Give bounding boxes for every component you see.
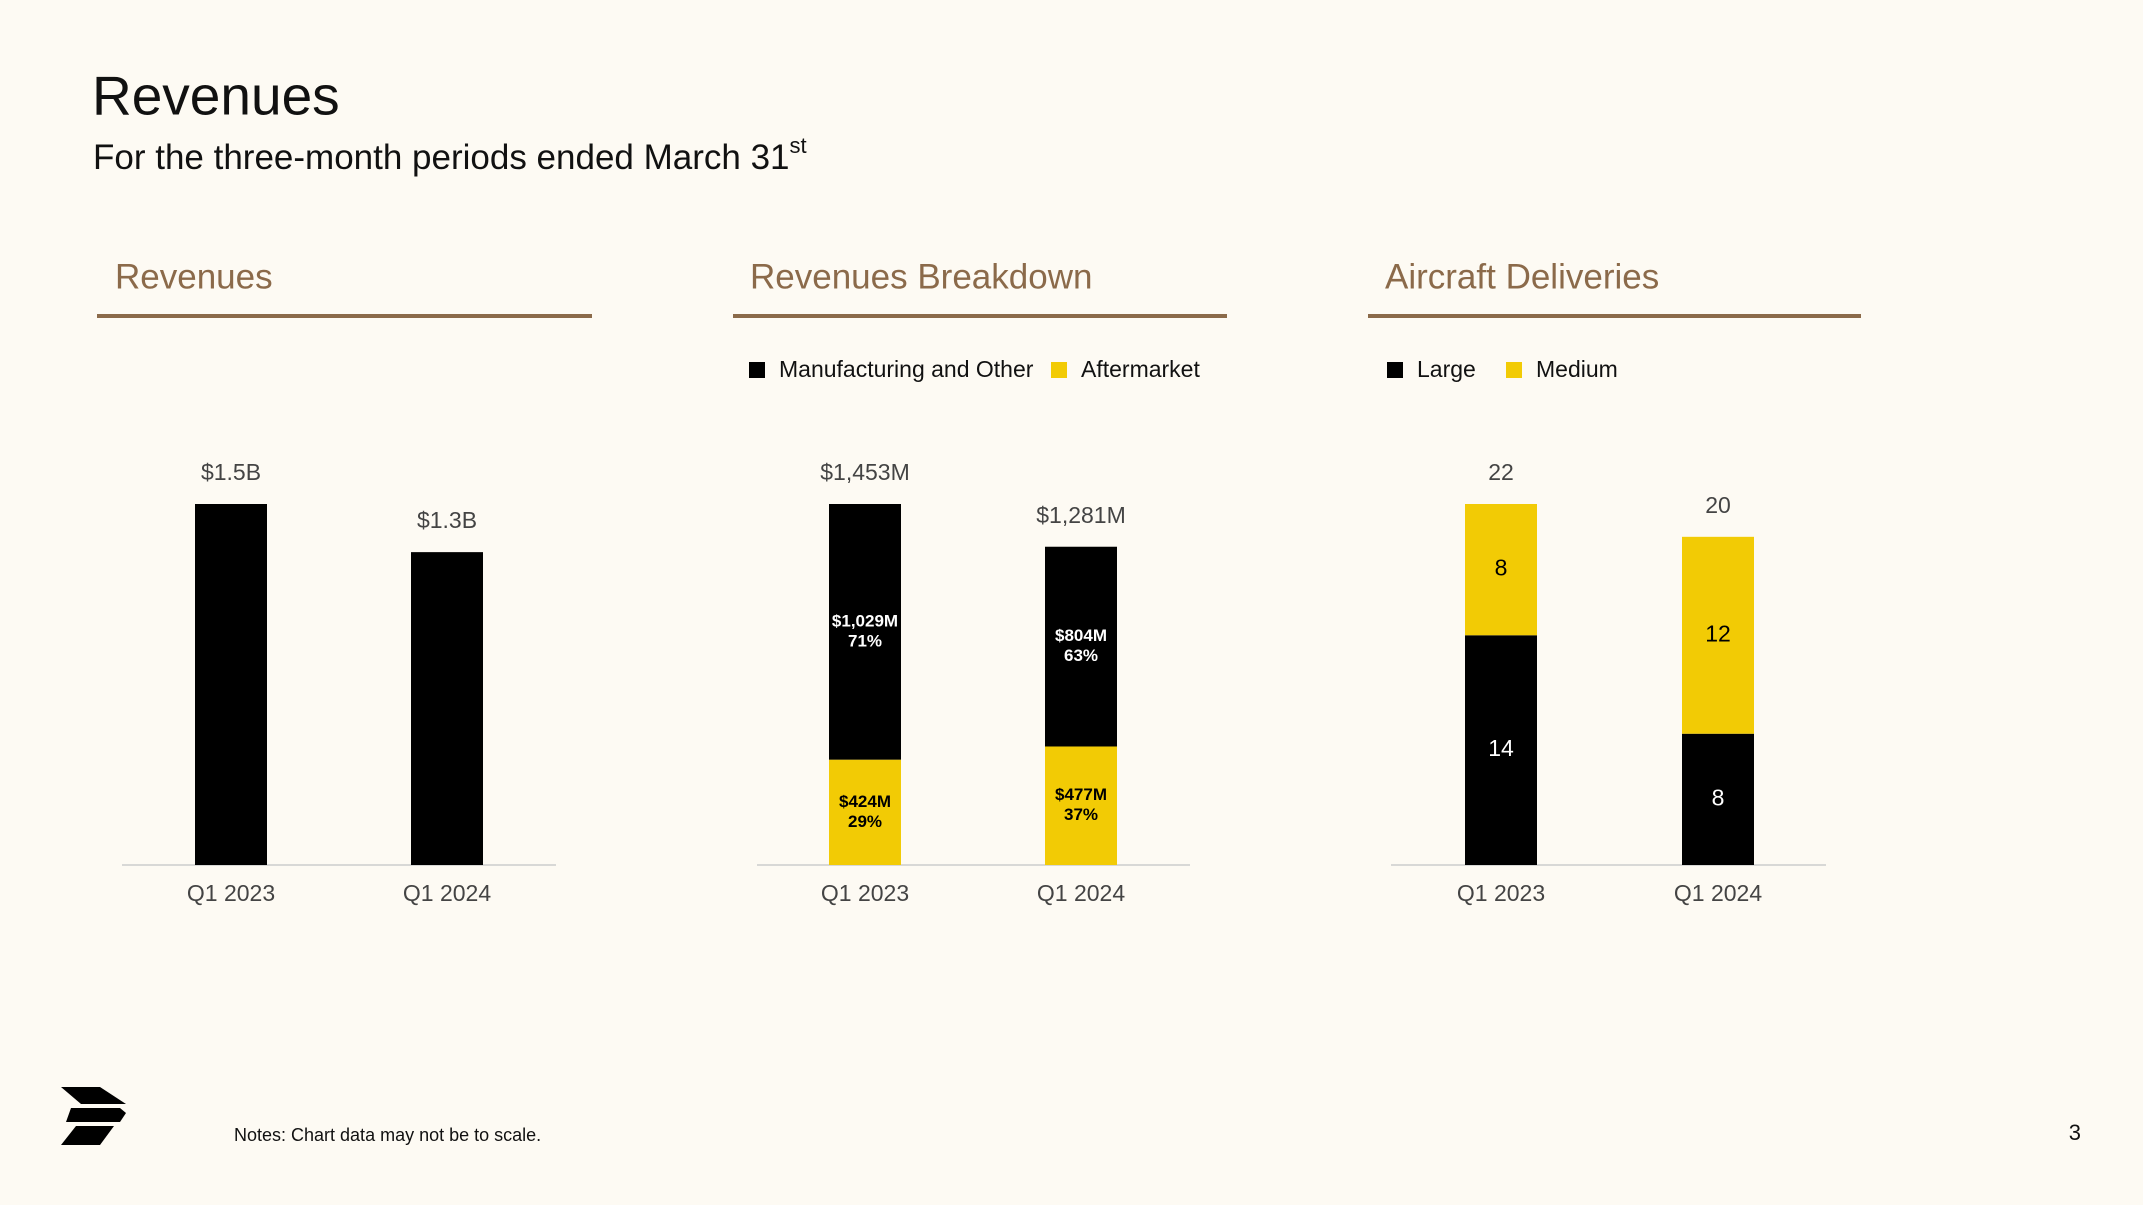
bar: [195, 504, 267, 865]
x-tick-label: Q1 2023: [187, 880, 275, 906]
total-label: $1,281M: [1036, 502, 1126, 528]
total-label: $1,453M: [820, 459, 910, 485]
chart-title: Revenues: [115, 257, 273, 296]
segment-percent: 29%: [848, 812, 882, 831]
legend-label: Medium: [1536, 356, 1618, 382]
bar-segment: [1045, 746, 1117, 865]
page-number: 3: [2069, 1120, 2081, 1145]
subtitle: For the three-month periods ended March …: [93, 133, 807, 177]
bar: [411, 552, 483, 865]
segment-label: $477M: [1055, 785, 1107, 804]
legend-swatch: [749, 362, 765, 378]
x-tick-label: Q1 2023: [1457, 880, 1545, 906]
total-label: 22: [1488, 459, 1514, 485]
segment-label: 8: [1495, 555, 1508, 581]
bar-segment: [1682, 536, 1754, 734]
segment-label: 12: [1705, 620, 1731, 646]
segment-percent: 37%: [1064, 805, 1098, 824]
subtitle-text: For the three-month periods ended March …: [93, 138, 790, 177]
logo-stripe: [61, 1126, 114, 1145]
bar-segment: [1045, 546, 1117, 747]
legend-swatch: [1506, 362, 1522, 378]
bar-segment: [1682, 733, 1754, 865]
segment-label: $424M: [839, 792, 891, 811]
total-label: 20: [1705, 492, 1731, 518]
value-label: $1.3B: [417, 507, 477, 533]
page-title: Revenues: [92, 65, 340, 127]
x-tick-label: Q1 2023: [821, 880, 909, 906]
segment-label: $1,029M: [832, 611, 898, 630]
segment-label: 14: [1488, 735, 1514, 761]
legend-swatch: [1387, 362, 1403, 378]
notes: Notes: Chart data may not be to scale.: [234, 1125, 541, 1145]
chart-title: Aircraft Deliveries: [1385, 257, 1659, 296]
subtitle-sup: st: [790, 133, 807, 158]
bar-segment: [829, 504, 901, 760]
x-tick-label: Q1 2024: [1037, 880, 1125, 906]
legend-label: Large: [1417, 356, 1476, 382]
segment-percent: 71%: [848, 631, 882, 650]
x-tick-label: Q1 2024: [403, 880, 491, 906]
segment-label: 8: [1712, 784, 1725, 810]
bar-segment: [1465, 504, 1537, 636]
x-tick-label: Q1 2024: [1674, 880, 1762, 906]
bar-segment: [1465, 635, 1537, 865]
legend-label: Aftermarket: [1081, 356, 1200, 382]
legend-label: Manufacturing and Other: [779, 356, 1034, 382]
legend-swatch: [1051, 362, 1067, 378]
logo-stripe: [61, 1087, 126, 1104]
segment-percent: 63%: [1064, 646, 1098, 665]
segment-label: $804M: [1055, 626, 1107, 645]
logo-stripe: [66, 1108, 126, 1122]
value-label: $1.5B: [201, 459, 261, 485]
logo: [61, 1087, 126, 1145]
chart-title: Revenues Breakdown: [750, 257, 1092, 296]
bar-segment: [829, 759, 901, 865]
